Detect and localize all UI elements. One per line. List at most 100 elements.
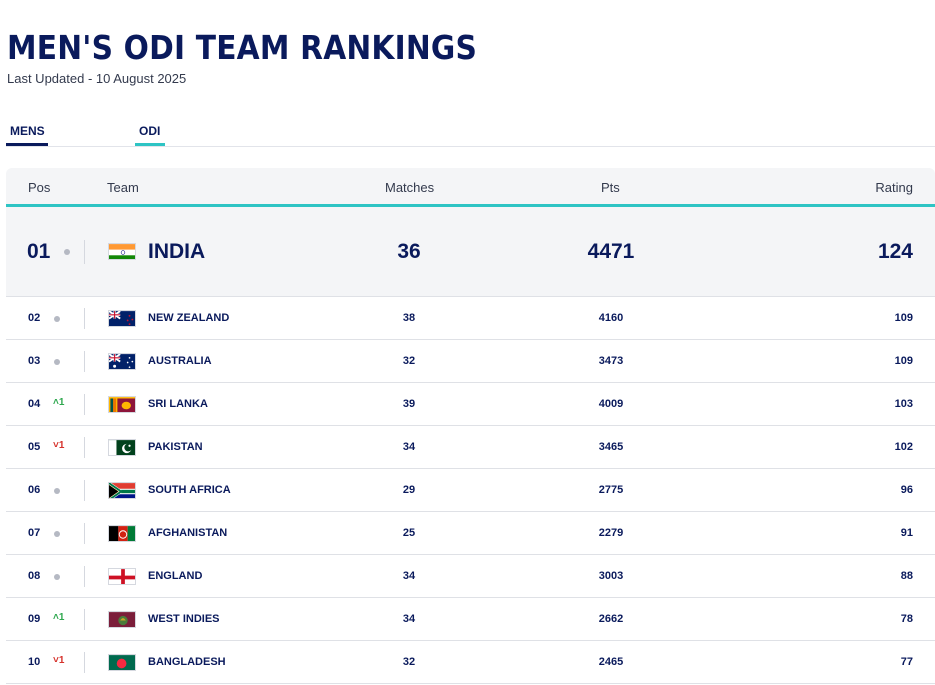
col-pos[interactable]: Pos	[28, 180, 51, 195]
matches-value: 29	[402, 484, 416, 496]
matches-value: 32	[402, 355, 416, 367]
points-value: 2775	[598, 484, 624, 496]
rating-value: 124	[877, 240, 913, 263]
table-row[interactable]: 05 ˅1 PAKISTAN 34 3465 102	[6, 426, 935, 469]
rank-position: 01	[27, 240, 51, 263]
points-value: 2279	[598, 527, 624, 539]
col-matches[interactable]: Matches	[385, 180, 435, 195]
divider	[84, 523, 85, 544]
no-change-dot-icon	[54, 574, 60, 580]
table-row[interactable]: 06 SOUTH AFRICA 29 2775 96	[6, 469, 935, 512]
rank-position: 07	[28, 527, 41, 539]
india-flag-icon	[108, 243, 136, 260]
divider	[84, 351, 85, 372]
team-name[interactable]: ENGLAND	[148, 570, 203, 582]
col-team[interactable]: Team	[107, 180, 139, 195]
table-row[interactable]: 09 ˄1 WEST INDIES 34 2662 78	[6, 598, 935, 641]
divider	[84, 566, 85, 587]
tab-odi[interactable]: ODI	[135, 122, 165, 146]
tab-mens[interactable]: MENS	[6, 122, 48, 146]
no-change-dot-icon	[54, 531, 60, 537]
rank-position: 02	[28, 312, 41, 324]
divider	[84, 308, 85, 329]
rating-value: 91	[900, 527, 913, 539]
team-name[interactable]: AFGHANISTAN	[148, 527, 228, 539]
bangladesh-flag-icon	[108, 654, 136, 671]
table-header: Pos Team Matches Pts Rating	[6, 168, 935, 207]
rating-value: 77	[900, 656, 913, 668]
rank-position: 05	[28, 441, 41, 453]
tab-bar: MENS ODI	[6, 122, 935, 147]
table-row[interactable]: 07 AFGHANISTAN 25 2279 91	[6, 512, 935, 555]
new-zealand-flag-icon	[108, 310, 136, 327]
table-row[interactable]: 10 ˅1 BANGLADESH 32 2465 77	[6, 641, 935, 684]
rank-position: 10	[28, 656, 41, 668]
rank-up-icon: ˄1	[53, 397, 65, 408]
rank-change: 1	[58, 612, 65, 623]
table-row[interactable]: 02 NEW ZEALAND 38 4160 109	[6, 297, 935, 340]
last-updated: Last Updated - 10 August 2025	[7, 71, 187, 86]
points-value: 2465	[598, 656, 624, 668]
points-value: 2662	[598, 613, 624, 625]
no-change-dot-icon	[54, 316, 60, 322]
rating-value: 102	[894, 441, 913, 453]
divider	[84, 437, 85, 458]
col-rating[interactable]: Rating	[875, 180, 913, 195]
page-title: MEN'S ODI TEAM RANKINGS	[7, 28, 478, 67]
team-name[interactable]: INDIA	[148, 240, 206, 263]
rank-change: 1	[58, 655, 65, 666]
rank-position: 04	[28, 398, 41, 410]
team-name[interactable]: BANGLADESH	[148, 656, 226, 668]
col-pts[interactable]: Pts	[601, 180, 620, 195]
rank-position: 06	[28, 484, 41, 496]
matches-value: 25	[402, 527, 416, 539]
south-africa-flag-icon	[108, 482, 136, 499]
points-value: 4160	[598, 312, 624, 324]
rank-change: 1	[58, 397, 65, 408]
sri-lanka-flag-icon	[108, 396, 136, 413]
table-body: 01 INDIA 36 4471 124 02 NEW ZEALAND 38 4160 109 03…	[6, 207, 935, 684]
team-name[interactable]: NEW ZEALAND	[148, 312, 230, 324]
divider	[84, 652, 85, 673]
table-row[interactable]: 08 ENGLAND 34 3003 88	[6, 555, 935, 598]
rating-value: 96	[900, 484, 913, 496]
pakistan-flag-icon	[108, 439, 136, 456]
table-row[interactable]: 01 INDIA 36 4471 124	[6, 207, 935, 297]
rankings-table: Pos Team Matches Pts Rating 01 INDIA 36 447…	[6, 168, 935, 684]
team-name[interactable]: SOUTH AFRICA	[148, 484, 231, 496]
rating-value: 78	[900, 613, 913, 625]
rank-position: 08	[28, 570, 41, 582]
team-name[interactable]: AUSTRALIA	[148, 355, 212, 367]
afghanistan-flag-icon	[108, 525, 136, 542]
team-name[interactable]: SRI LANKA	[148, 398, 208, 410]
england-flag-icon	[108, 568, 136, 585]
divider	[84, 609, 85, 630]
matches-value: 36	[397, 240, 421, 263]
points-value: 3465	[598, 441, 624, 453]
west-indies-flag-icon	[108, 611, 136, 628]
rank-down-icon: ˅1	[53, 440, 65, 451]
rank-position: 09	[28, 613, 41, 625]
points-value: 3473	[598, 355, 624, 367]
matches-value: 32	[402, 656, 416, 668]
table-row[interactable]: 04 ˄1 SRI LANKA 39 4009 103	[6, 383, 935, 426]
points-value: 3003	[598, 570, 624, 582]
table-row[interactable]: 03 AUSTRALIA 32 3473 109	[6, 340, 935, 383]
rank-up-icon: ˄1	[53, 612, 65, 623]
team-name[interactable]: WEST INDIES	[148, 613, 220, 625]
no-change-dot-icon	[54, 359, 60, 365]
divider	[84, 240, 85, 264]
divider	[84, 394, 85, 415]
matches-value: 34	[402, 570, 416, 582]
team-name[interactable]: PAKISTAN	[148, 441, 203, 453]
australia-flag-icon	[108, 353, 136, 370]
matches-value: 38	[402, 312, 416, 324]
rating-value: 109	[894, 312, 913, 324]
points-value: 4009	[598, 398, 624, 410]
rank-down-icon: ˅1	[53, 655, 65, 666]
rating-value: 109	[894, 355, 913, 367]
divider	[84, 480, 85, 501]
rank-position: 03	[28, 355, 41, 367]
rating-value: 103	[894, 398, 913, 410]
matches-value: 34	[402, 613, 416, 625]
